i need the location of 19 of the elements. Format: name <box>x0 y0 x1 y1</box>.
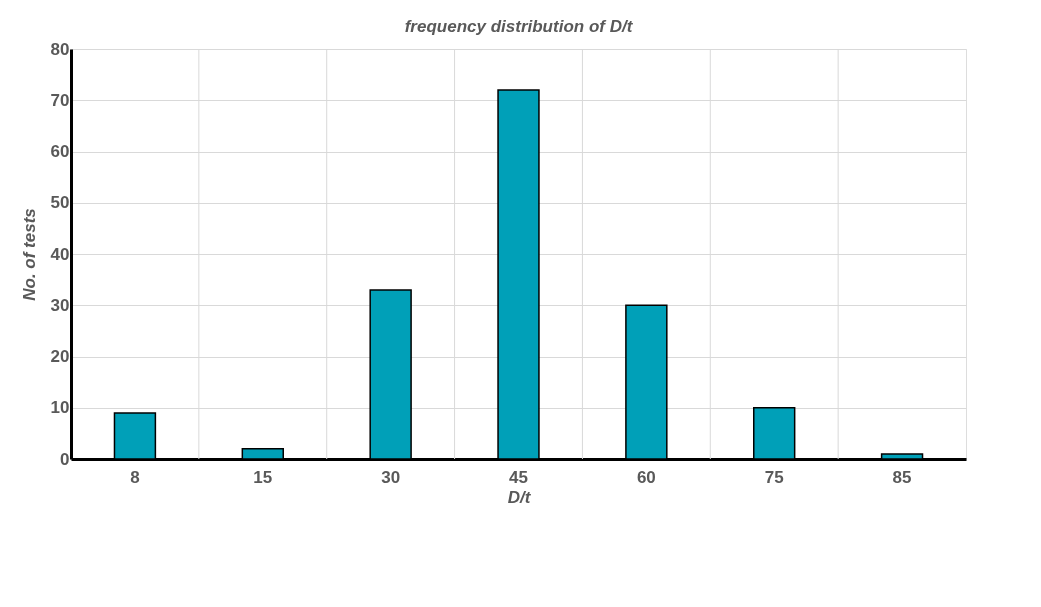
x-tick-label: 85 <box>892 467 912 487</box>
y-tick-label: 20 <box>50 347 70 366</box>
x-tick-label: 15 <box>253 467 273 487</box>
y-tick-label: 0 <box>60 449 70 469</box>
y-tick-label: 30 <box>50 295 70 315</box>
y-tick-label: 10 <box>50 398 70 418</box>
y-tick-label: 60 <box>50 142 70 161</box>
y-tick-label: 50 <box>50 193 70 213</box>
y-axis-title: No. of tests <box>19 208 39 301</box>
y-tick-label: 70 <box>50 90 70 110</box>
x-axis-title: D/t <box>507 487 532 507</box>
y-tick-label: 80 <box>50 39 70 59</box>
x-tick-label: 60 <box>636 467 656 487</box>
x-tick-label: 75 <box>764 467 784 487</box>
y-tick-label: 40 <box>50 244 70 264</box>
x-tick-label: 8 <box>130 467 140 487</box>
chart-title: frequency distribution of D/t <box>404 17 634 36</box>
x-tick-label: 45 <box>509 467 528 487</box>
x-tick-label: 30 <box>381 467 401 487</box>
